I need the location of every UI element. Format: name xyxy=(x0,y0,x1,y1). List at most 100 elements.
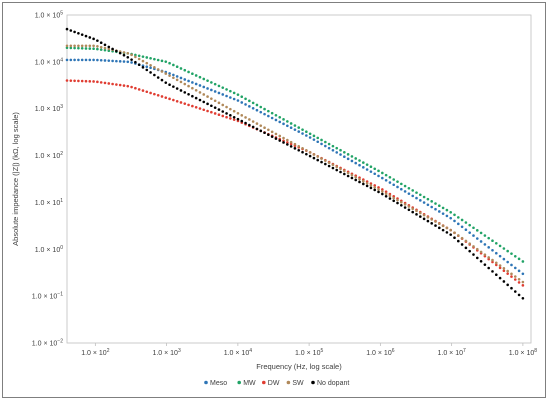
data-point xyxy=(339,167,342,171)
data-point xyxy=(438,204,441,208)
data-point xyxy=(274,113,278,117)
data-point xyxy=(335,168,339,172)
data-point xyxy=(168,72,171,75)
data-point xyxy=(278,139,282,142)
data-point xyxy=(449,210,453,214)
data-point xyxy=(259,105,263,109)
data-point xyxy=(183,102,187,105)
data-point xyxy=(464,228,468,232)
data-point xyxy=(419,193,422,197)
data-point xyxy=(156,76,160,79)
data-point xyxy=(232,91,236,95)
data-point xyxy=(312,134,316,138)
chart-frame: 1.0 × 105 1.0 × 104 1.0 × 103 1.0 × 102 1.0 … xyxy=(2,2,546,398)
series-layer xyxy=(65,27,525,300)
data-point xyxy=(438,222,441,225)
data-point xyxy=(369,182,373,185)
data-point xyxy=(122,60,126,63)
data-point xyxy=(172,85,175,88)
data-point xyxy=(99,58,103,62)
data-point xyxy=(289,145,293,148)
data-point xyxy=(145,90,149,94)
data-point xyxy=(339,153,342,156)
data-point xyxy=(175,65,179,69)
data-point xyxy=(130,85,133,89)
data-point xyxy=(494,251,498,255)
data-point xyxy=(381,171,384,175)
data-point xyxy=(149,71,152,74)
data-point xyxy=(403,184,407,188)
data-point xyxy=(141,89,145,92)
data-point xyxy=(164,60,168,63)
data-point xyxy=(103,46,107,50)
data-point xyxy=(210,97,213,100)
data-point xyxy=(111,47,114,51)
data-point xyxy=(213,106,217,109)
plot-area xyxy=(66,14,532,344)
data-point xyxy=(213,112,217,115)
data-point xyxy=(175,75,179,78)
data-point xyxy=(229,107,232,111)
data-point xyxy=(198,75,202,79)
data-point xyxy=(510,275,513,278)
legend-marker xyxy=(311,380,315,385)
data-point xyxy=(419,199,422,202)
data-point xyxy=(358,163,361,167)
data-point xyxy=(191,104,194,108)
x-axis-title: Frequency (Hz, log scale) xyxy=(256,362,342,371)
data-point xyxy=(460,225,464,229)
data-point xyxy=(305,130,308,134)
data-point xyxy=(312,156,316,160)
data-point xyxy=(365,168,369,171)
data-point xyxy=(301,132,304,135)
data-point xyxy=(130,53,133,57)
data-point xyxy=(153,92,156,96)
data-point xyxy=(259,129,263,133)
data-point xyxy=(240,95,244,99)
data-point xyxy=(506,272,509,275)
data-point xyxy=(160,78,164,82)
data-point xyxy=(293,142,297,146)
data-point xyxy=(381,190,384,193)
data-point xyxy=(430,200,434,203)
data-point xyxy=(103,59,107,62)
data-point xyxy=(267,114,270,118)
data-point xyxy=(229,96,232,99)
data-point xyxy=(354,178,358,182)
data-point xyxy=(445,214,449,218)
data-point xyxy=(274,132,278,136)
data-point xyxy=(69,29,73,32)
data-point xyxy=(331,149,335,152)
legend-item: DW xyxy=(262,380,280,387)
data-point xyxy=(115,59,118,63)
data-point xyxy=(487,246,490,249)
data-point xyxy=(149,66,152,70)
data-point xyxy=(286,141,289,144)
data-point xyxy=(172,98,175,102)
data-point xyxy=(107,59,111,62)
data-point xyxy=(232,118,236,121)
data-point xyxy=(396,185,399,189)
series-dw xyxy=(65,79,525,287)
data-point xyxy=(130,61,133,64)
data-point xyxy=(80,79,84,83)
data-point xyxy=(191,94,194,98)
data-point xyxy=(517,293,521,297)
data-point xyxy=(388,176,392,179)
data-point xyxy=(362,161,365,164)
data-point xyxy=(141,55,145,58)
data-point xyxy=(449,233,453,236)
data-point xyxy=(430,218,434,221)
data-point xyxy=(468,242,471,245)
data-point xyxy=(475,229,479,232)
data-point xyxy=(255,108,259,112)
data-point xyxy=(267,133,270,137)
data-point xyxy=(248,123,251,127)
data-point xyxy=(312,138,316,141)
data-point xyxy=(422,217,426,221)
data-point xyxy=(373,172,377,176)
data-point xyxy=(392,196,396,200)
data-point xyxy=(403,206,407,209)
data-point xyxy=(183,91,187,94)
data-point xyxy=(343,150,346,154)
